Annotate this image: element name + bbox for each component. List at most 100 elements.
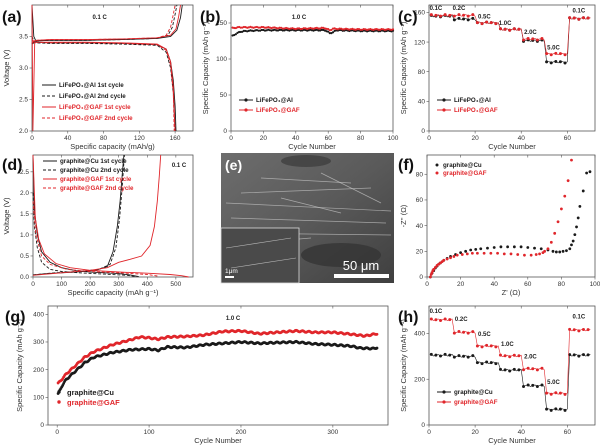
data-point <box>462 17 466 21</box>
data-point <box>325 27 328 30</box>
data-point <box>498 367 502 371</box>
data-point <box>263 26 267 29</box>
x-tick-label: 200 <box>85 281 96 288</box>
data-point <box>508 28 512 32</box>
legend-label: LiFePO₄@Al <box>256 97 293 104</box>
rate-label: 0.2C <box>453 6 466 12</box>
y-tick-label: 2.0 <box>19 128 28 135</box>
panel-label: (b) <box>200 9 220 26</box>
data-point <box>496 251 499 255</box>
sem-texture <box>260 177 352 184</box>
panel-label: (c) <box>398 9 418 26</box>
legend-label: LiFePO₄@Al 1st cycle <box>59 82 124 89</box>
rate-label: 0.2C <box>455 317 468 323</box>
data-point <box>563 53 567 57</box>
rate-label: 0.1C <box>430 309 443 315</box>
y-tick-label: 200 <box>414 376 425 383</box>
data-point <box>314 28 317 32</box>
data-point <box>331 31 335 34</box>
data-point <box>540 36 544 40</box>
x-tick-label: 300 <box>327 429 338 436</box>
y-axis-label: Specific Capacity (mAh g⁻¹) <box>399 21 408 114</box>
data-point <box>568 16 572 20</box>
data-point <box>489 361 493 365</box>
data-point <box>257 26 260 29</box>
series-line <box>31 4 176 44</box>
data-point <box>543 249 546 253</box>
data-point <box>570 243 573 247</box>
x-tick-label: 400 <box>142 281 153 288</box>
data-point <box>254 26 257 29</box>
data-point <box>234 33 237 36</box>
data-point <box>494 345 498 349</box>
data-point <box>428 275 432 279</box>
data-point <box>272 26 275 29</box>
plot-frame <box>428 305 596 426</box>
data-point <box>540 366 544 370</box>
data-point <box>239 26 242 29</box>
data-point <box>498 27 502 31</box>
data-point <box>508 369 512 373</box>
y-axis-label: Specific Capacity (mAh g⁻¹) <box>201 21 210 114</box>
data-point <box>480 345 484 349</box>
legend-label: LiFePO₄@GAF <box>454 107 498 114</box>
data-point <box>586 353 590 357</box>
legend-label: graphite@GAF <box>443 170 487 177</box>
inset-scale-bar <box>225 276 234 278</box>
x-tick-label: 80 <box>558 281 566 288</box>
sem-texture <box>230 257 297 269</box>
data-point <box>328 31 331 35</box>
series-line <box>31 36 176 132</box>
sem-texture <box>320 172 382 204</box>
data-point <box>356 28 359 31</box>
data-point <box>244 98 248 102</box>
rate-label: 1.0C <box>499 21 512 27</box>
data-point <box>556 220 560 224</box>
x-axis-label: Specific capacity (mAh/g) <box>70 142 155 151</box>
data-point <box>442 400 446 404</box>
data-point <box>242 29 246 33</box>
data-point <box>302 27 305 30</box>
data-point <box>462 13 466 17</box>
y-tick-label: 0.5 <box>20 253 29 260</box>
x-tick-label: 100 <box>144 429 155 436</box>
y-tick-label: 0 <box>419 274 423 281</box>
legend-label: LiFePO₄@Al <box>454 97 491 104</box>
chart-panel-f: 0 20 40 60 80 100 0 20 40 60 80 Z' (Ω) -Z'' (Ω) (f) gr… <box>398 154 600 297</box>
x-tick-label: 160 <box>170 135 181 142</box>
sem-inset <box>220 227 300 284</box>
data-point <box>429 317 433 321</box>
rate-label: 0.5C <box>478 332 491 338</box>
legend-label: graphite@Cu 2nd cycle <box>60 167 129 174</box>
panel-label: (d) <box>2 157 22 174</box>
data-point <box>377 28 380 31</box>
rate-label: 0.1C <box>430 6 443 12</box>
legend-label: graphite@GAF 1st cycle <box>60 176 132 183</box>
y-tick-label: 120 <box>414 39 425 46</box>
data-point <box>512 367 516 371</box>
data-point <box>535 38 539 42</box>
data-point <box>526 383 530 387</box>
data-point <box>499 245 503 249</box>
data-point <box>538 252 541 256</box>
data-point <box>455 253 459 257</box>
legend-label: LiFePO₄@GAF <box>256 107 300 114</box>
rate-label: 0.5C <box>478 14 491 20</box>
y-tick-label: 1.5 <box>20 211 29 218</box>
data-point <box>549 392 553 396</box>
data-point <box>533 246 536 250</box>
data-point <box>482 251 486 255</box>
x-tick-label: 40 <box>491 281 499 288</box>
y-tick-label: 60 <box>416 197 424 204</box>
data-point <box>475 21 479 25</box>
x-tick-label: 20 <box>471 429 479 436</box>
data-point <box>320 26 323 29</box>
data-point <box>263 29 267 32</box>
y-tick-label: 2.0 <box>20 190 29 197</box>
y-tick-label: 3.5 <box>19 34 28 41</box>
data-point <box>581 353 585 357</box>
data-point <box>568 247 572 251</box>
y-tick-label: 2.5 <box>20 169 29 176</box>
data-point <box>509 252 513 256</box>
y-tick-label: 300 <box>33 339 44 346</box>
